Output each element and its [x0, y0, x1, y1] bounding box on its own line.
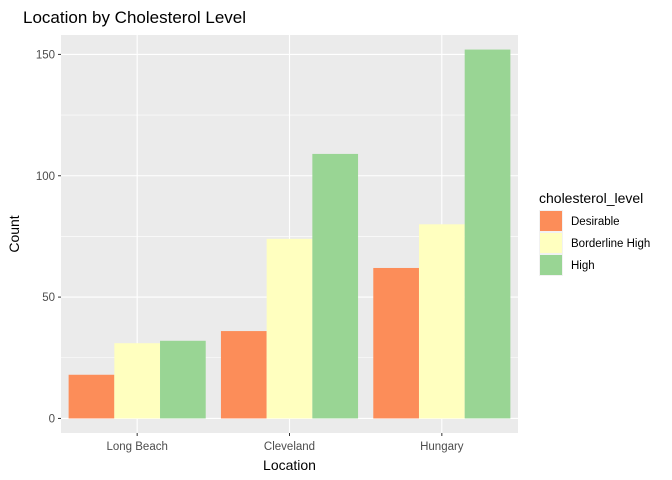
bar-desirable-long-beach	[68, 374, 115, 419]
chart-title: Location by Cholesterol Level	[23, 8, 246, 27]
bar-high-long-beach	[160, 340, 206, 419]
x-tick-label: Hungary	[420, 441, 464, 453]
legend-swatch	[540, 211, 562, 231]
bar-desirable-cleveland	[220, 331, 267, 419]
bar-high-hungary	[464, 49, 511, 419]
bar-borderline-high-long-beach	[114, 343, 161, 419]
bars	[68, 49, 511, 419]
legend-label: High	[571, 260, 595, 272]
bar-desirable-hungary	[373, 267, 419, 419]
y-tick-label: 50	[42, 292, 55, 304]
x-tick-label: Long Beach	[106, 441, 167, 453]
y-tick-label: 150	[36, 49, 55, 61]
y-axis-title: Count	[6, 215, 22, 252]
y-tick-label: 0	[49, 413, 55, 425]
bar-borderline-high-hungary	[418, 224, 465, 419]
x-axis-title: Location	[263, 457, 316, 473]
x-tick-label: Cleveland	[264, 441, 315, 453]
legend-label: Desirable	[571, 216, 620, 228]
bar-borderline-high-cleveland	[266, 238, 313, 419]
x-axis: Long Beach Cleveland Hungary	[106, 433, 464, 453]
legend-swatch	[540, 255, 562, 275]
y-tick-label: 100	[36, 171, 55, 183]
legend-label: Borderline High	[571, 238, 650, 250]
bar-high-cleveland	[312, 153, 359, 419]
legend-title: cholesterol_level	[539, 190, 643, 206]
y-axis: 0 50 100 150	[36, 49, 61, 425]
legend-swatch	[540, 233, 562, 253]
legend: cholesterol_level Desirable Borderline Hi…	[539, 190, 650, 276]
